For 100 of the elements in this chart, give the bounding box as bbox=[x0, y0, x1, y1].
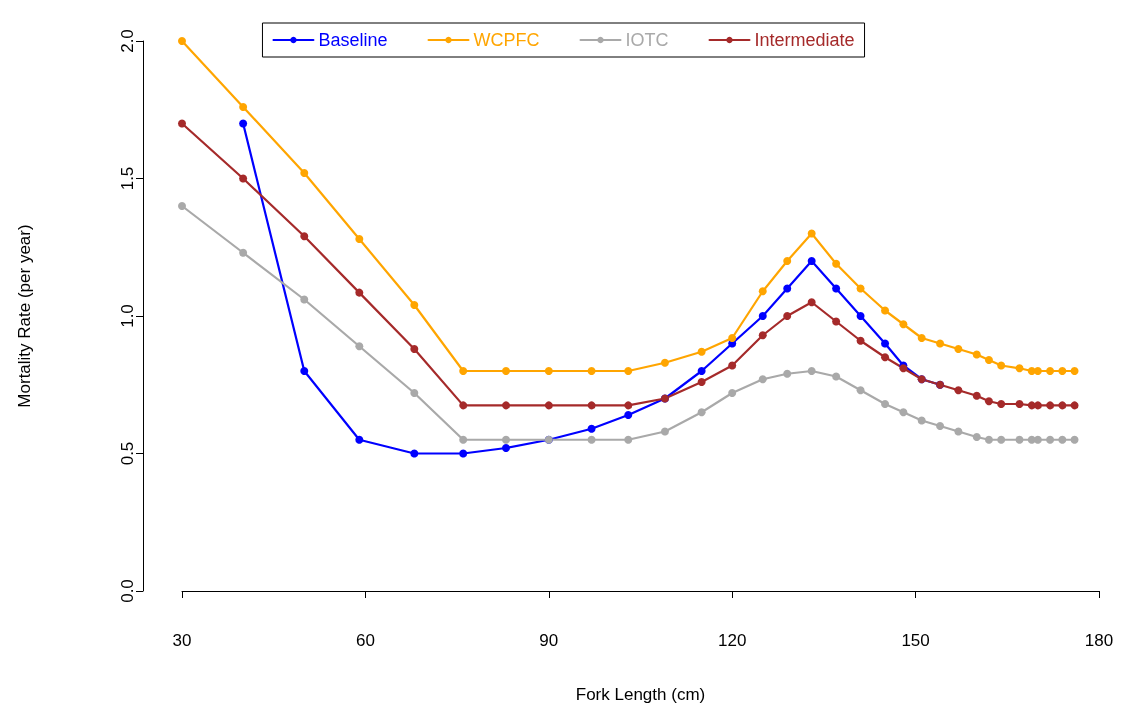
point bbox=[954, 345, 963, 353]
point bbox=[355, 435, 364, 444]
point bbox=[783, 284, 792, 293]
point bbox=[410, 449, 419, 458]
point bbox=[1058, 401, 1067, 410]
point bbox=[1058, 367, 1067, 375]
point bbox=[997, 400, 1006, 408]
point bbox=[881, 353, 890, 362]
point bbox=[972, 391, 981, 400]
point bbox=[178, 202, 186, 210]
point bbox=[1046, 435, 1055, 444]
point bbox=[502, 444, 511, 452]
point bbox=[807, 367, 816, 375]
legend-label: Intermediate bbox=[754, 30, 855, 50]
x-tick-label: 30 bbox=[172, 631, 192, 650]
point bbox=[997, 361, 1006, 370]
x-tick-label: 120 bbox=[718, 631, 747, 650]
point bbox=[624, 367, 633, 375]
point bbox=[697, 378, 706, 386]
point bbox=[239, 174, 248, 183]
legend-label: WCPFC bbox=[473, 30, 540, 50]
point bbox=[410, 301, 419, 309]
point bbox=[459, 401, 468, 410]
point bbox=[917, 334, 926, 342]
point bbox=[459, 367, 468, 375]
point bbox=[856, 312, 865, 320]
point bbox=[728, 389, 737, 397]
point bbox=[1033, 435, 1042, 444]
point bbox=[783, 257, 792, 265]
point bbox=[997, 435, 1006, 444]
point bbox=[1046, 367, 1055, 375]
point bbox=[459, 435, 468, 444]
point bbox=[783, 369, 792, 378]
point bbox=[954, 427, 963, 436]
point bbox=[300, 367, 309, 375]
legend-label: IOTC bbox=[625, 30, 669, 50]
x-tick-label: 180 bbox=[1084, 631, 1114, 650]
point bbox=[1033, 367, 1042, 375]
point bbox=[587, 424, 596, 433]
point bbox=[239, 103, 248, 111]
point bbox=[832, 372, 841, 381]
point bbox=[758, 287, 767, 296]
y-tick-label: 0.5 bbox=[117, 441, 137, 466]
point bbox=[624, 435, 633, 444]
point bbox=[239, 248, 248, 257]
legend-label: Baseline bbox=[318, 30, 388, 50]
point bbox=[300, 232, 309, 241]
point bbox=[758, 375, 767, 384]
point bbox=[936, 339, 945, 348]
point bbox=[972, 350, 981, 359]
y-tick-label: 1.0 bbox=[117, 304, 137, 328]
point bbox=[856, 284, 865, 293]
point bbox=[502, 401, 511, 410]
point bbox=[544, 401, 553, 410]
point bbox=[660, 358, 669, 367]
point bbox=[410, 345, 419, 353]
y-tick-label: 0.0 bbox=[117, 579, 137, 603]
point bbox=[881, 400, 890, 408]
point bbox=[984, 435, 993, 444]
point bbox=[178, 119, 186, 128]
point bbox=[954, 386, 963, 395]
point bbox=[984, 397, 993, 406]
point bbox=[697, 408, 706, 417]
point bbox=[1070, 367, 1079, 375]
point bbox=[881, 306, 890, 315]
point bbox=[1015, 364, 1024, 373]
y-axis-title: Mortality Rate (per year) bbox=[15, 224, 34, 408]
point bbox=[783, 312, 792, 320]
point bbox=[832, 259, 841, 268]
x-tick-label: 60 bbox=[355, 631, 375, 650]
point bbox=[300, 295, 309, 304]
point bbox=[832, 284, 841, 293]
point bbox=[587, 401, 596, 410]
point bbox=[1046, 401, 1055, 410]
point bbox=[1070, 435, 1079, 444]
point bbox=[899, 320, 908, 329]
point bbox=[728, 334, 737, 342]
point bbox=[856, 336, 865, 345]
point bbox=[972, 433, 981, 441]
point bbox=[587, 367, 596, 375]
point bbox=[624, 401, 633, 410]
point bbox=[1015, 435, 1024, 444]
x-tick-label: 150 bbox=[901, 631, 930, 650]
point bbox=[758, 331, 767, 340]
point bbox=[1070, 401, 1079, 410]
point bbox=[807, 298, 816, 307]
point bbox=[660, 427, 669, 436]
point bbox=[355, 235, 364, 243]
y-tick-label: 2.0 bbox=[117, 29, 137, 53]
point bbox=[758, 312, 767, 320]
x-axis-title: Fork Length (cm) bbox=[575, 685, 706, 704]
point bbox=[936, 422, 945, 430]
point bbox=[502, 435, 511, 444]
point bbox=[178, 37, 186, 45]
point bbox=[544, 367, 553, 375]
point bbox=[899, 408, 908, 417]
point bbox=[410, 389, 419, 397]
point bbox=[355, 342, 364, 351]
point bbox=[239, 119, 248, 128]
point bbox=[832, 317, 841, 326]
